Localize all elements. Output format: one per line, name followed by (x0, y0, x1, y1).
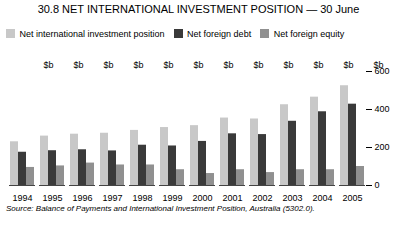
svg-text:0: 0 (375, 180, 380, 190)
html-text:Net foreign equity: Net foreign equity (273, 28, 345, 39)
svg-text:2001: 2001 (222, 192, 242, 202)
svg-text:2005: 2005 (342, 192, 362, 202)
svg-text:$b: $b (374, 59, 384, 69)
svg-text:$b: $b (224, 59, 234, 69)
svg-text:600: 600 (374, 65, 390, 76)
html-text:Net foreign debt: Net foreign debt (187, 28, 252, 39)
html-text:Source: Balance of Payments an: Source: Balance of Payments and Internat… (6, 203, 315, 213)
svg-text:1998: 1998 (132, 192, 152, 202)
svg-text:2003: 2003 (282, 192, 302, 202)
svg-text:$b: $b (74, 59, 84, 69)
svg-text:$b: $b (194, 59, 204, 69)
svg-text:1999: 1999 (162, 192, 182, 202)
svg-text:$b: $b (44, 59, 54, 69)
svg-text:$b: $b (164, 59, 174, 69)
svg-text:$b: $b (104, 59, 114, 69)
svg-text:$b: $b (284, 59, 294, 69)
svg-text:2004: 2004 (312, 192, 332, 202)
svg-text:1996: 1996 (72, 192, 92, 202)
svg-text:2002: 2002 (252, 192, 272, 202)
svg-text:400: 400 (375, 104, 390, 114)
svg-text:$b: $b (134, 59, 144, 69)
svg-text:$b: $b (344, 59, 354, 69)
svg-text:1997: 1997 (102, 192, 122, 202)
svg-text:1994: 1994 (12, 192, 32, 202)
svg-text:1995: 1995 (42, 192, 62, 202)
svg-text:$b: $b (254, 59, 264, 69)
html-text:30.8 NET INTERNATIONAL INVESTM: 30.8 NET INTERNATIONAL INVESTMENT POSITI… (37, 3, 360, 15)
svg-text:200: 200 (375, 142, 390, 152)
svg-text:$b: $b (314, 59, 324, 69)
svg-text:2000: 2000 (192, 192, 212, 202)
html-text:Net international investment p: Net international investment position (19, 28, 165, 39)
